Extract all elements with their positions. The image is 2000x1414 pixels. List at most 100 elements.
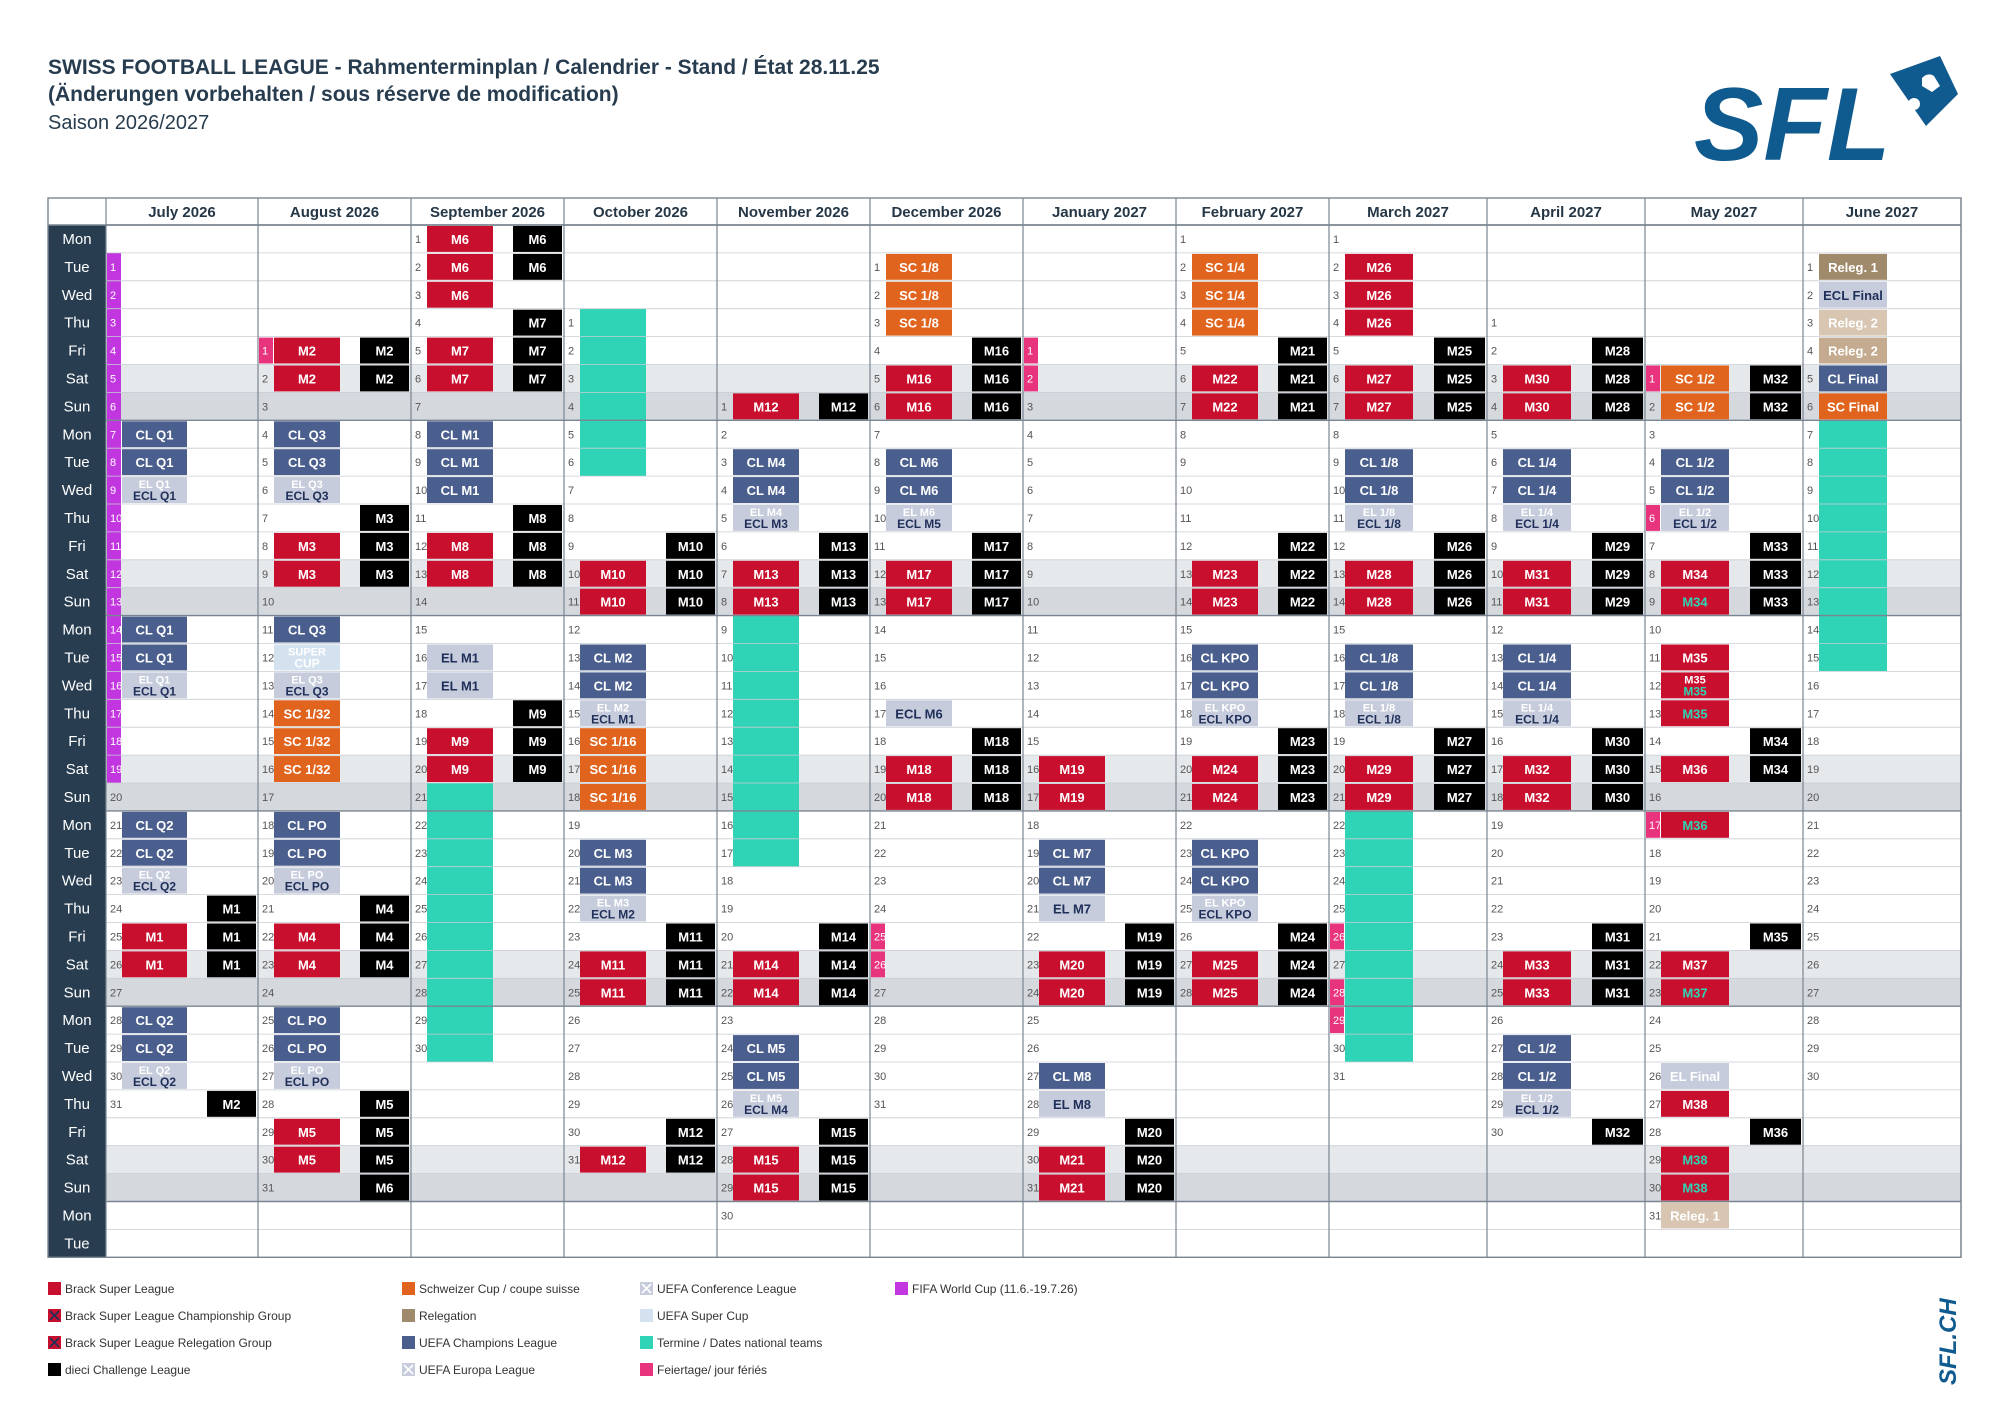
national-team-dates bbox=[427, 922, 493, 951]
legend-swatch-icon bbox=[48, 1282, 61, 1295]
match-cell bbox=[274, 532, 340, 559]
legend-swatch-icon bbox=[640, 1363, 653, 1376]
challenge-league-match bbox=[513, 700, 562, 727]
match-label: M2 bbox=[222, 1097, 240, 1112]
match-label: M30 bbox=[1605, 790, 1630, 805]
day-number: 24 bbox=[1649, 1015, 1661, 1027]
weekday-label: Mon bbox=[62, 1207, 91, 1224]
match-cell bbox=[122, 1007, 187, 1034]
match-label: M27 bbox=[1447, 790, 1472, 805]
challenge-league-match bbox=[1592, 756, 1643, 782]
day-number: 18 bbox=[1180, 708, 1192, 720]
legend-item: Termine / Dates national teams bbox=[640, 1336, 822, 1350]
challenge-league-match bbox=[1434, 532, 1485, 559]
day-number: 3 bbox=[1180, 290, 1186, 302]
match-label: M21 bbox=[1059, 1153, 1084, 1168]
challenge-league-match bbox=[1278, 532, 1327, 559]
match-label: SC 1/8 bbox=[899, 288, 939, 303]
day-number: 13 bbox=[568, 652, 580, 664]
day-number: 27 bbox=[1491, 1043, 1503, 1055]
day-number: 7 bbox=[1491, 485, 1497, 497]
day-number: 14 bbox=[1180, 597, 1192, 609]
day-number: 29 bbox=[110, 1043, 122, 1055]
day-number: 20 bbox=[415, 764, 427, 776]
day-number: 28 bbox=[1180, 987, 1192, 999]
match-label: CL 1/2 bbox=[1518, 1069, 1557, 1084]
match-label: CL PO bbox=[287, 1013, 327, 1028]
day-number: 27 bbox=[1027, 1071, 1039, 1083]
day-number: 18 bbox=[874, 736, 886, 748]
match-label: M6 bbox=[451, 260, 469, 275]
day-number: 2 bbox=[1333, 262, 1339, 274]
match-cell bbox=[886, 588, 952, 615]
match-cell bbox=[1661, 393, 1729, 420]
day-number: 19 bbox=[1333, 736, 1345, 748]
day-number: 3 bbox=[262, 401, 268, 413]
match-cell bbox=[580, 867, 646, 894]
match-cell bbox=[886, 505, 952, 531]
challenge-league-match bbox=[1125, 923, 1174, 950]
day-number: 5 bbox=[568, 429, 574, 441]
match-cell bbox=[580, 951, 646, 978]
legend-item: UEFA Europa League bbox=[402, 1363, 535, 1377]
match-label: M12 bbox=[678, 1125, 703, 1140]
day-number: 22 bbox=[415, 820, 427, 832]
day-number: 22 bbox=[1491, 904, 1503, 916]
match-label: M6 bbox=[451, 232, 469, 247]
challenge-league-match bbox=[819, 951, 868, 978]
day-number: 3 bbox=[1491, 373, 1497, 385]
day-number: 23 bbox=[1027, 959, 1039, 971]
day-number: 28 bbox=[1807, 1015, 1819, 1027]
national-team-dates bbox=[427, 838, 493, 867]
challenge-league-match bbox=[972, 337, 1021, 364]
day-number: 28 bbox=[262, 1099, 274, 1111]
match-label: EL M8 bbox=[1053, 1097, 1091, 1112]
challenge-league-match bbox=[1125, 1118, 1174, 1145]
day-number: 3 bbox=[415, 290, 421, 302]
challenge-league-match bbox=[360, 951, 409, 978]
match-label: M32 bbox=[1763, 399, 1788, 414]
day-number: 5 bbox=[1491, 429, 1497, 441]
match-cell bbox=[1345, 477, 1413, 503]
weekday-label: Sat bbox=[66, 1152, 89, 1169]
match-cell bbox=[122, 811, 187, 838]
day-number: 11 bbox=[110, 541, 121, 553]
day-number: 17 bbox=[415, 680, 427, 692]
day-number: 16 bbox=[415, 652, 427, 664]
match-label: CL M3 bbox=[594, 874, 633, 889]
match-label: M30 bbox=[1524, 399, 1549, 414]
day-number: 9 bbox=[1649, 597, 1655, 609]
weekday-label: Fri bbox=[68, 928, 86, 945]
match-cell bbox=[886, 281, 952, 308]
legend-swatch-icon bbox=[48, 1336, 61, 1349]
match-cell bbox=[1661, 1146, 1729, 1173]
day-number: 6 bbox=[1491, 457, 1497, 469]
national-team-dates bbox=[580, 336, 646, 365]
match-label: EL Q1 bbox=[139, 479, 171, 491]
day-number: 9 bbox=[721, 625, 727, 637]
match-label: M38 bbox=[1682, 1097, 1707, 1112]
national-team-dates bbox=[1819, 448, 1887, 477]
match-label: M7 bbox=[528, 371, 546, 386]
match-label-secondary: ECL KPO bbox=[1198, 712, 1251, 726]
day-number: 26 bbox=[110, 959, 122, 971]
match-label: CL Q3 bbox=[288, 623, 326, 638]
day-number: 17 bbox=[1807, 708, 1819, 720]
challenge-league-match bbox=[1278, 784, 1327, 810]
legend-label: Schweizer Cup / coupe suisse bbox=[419, 1282, 580, 1296]
world-cup-marker bbox=[107, 364, 121, 393]
match-label: M26 bbox=[1447, 539, 1472, 554]
grid-frame bbox=[47, 197, 1962, 1259]
day-number: 17 bbox=[1333, 680, 1345, 692]
match-cell bbox=[1661, 644, 1729, 671]
day-number: 20 bbox=[1649, 904, 1661, 916]
day-number: 18 bbox=[1333, 708, 1345, 720]
match-cell bbox=[1192, 393, 1258, 420]
match-label: CL KPO bbox=[1201, 874, 1250, 889]
national-team-dates bbox=[580, 392, 646, 421]
match-cell bbox=[1819, 253, 1887, 280]
national-team-dates bbox=[1345, 810, 1413, 839]
weekday-label: Sat bbox=[66, 370, 89, 387]
match-label: M15 bbox=[753, 1153, 778, 1168]
